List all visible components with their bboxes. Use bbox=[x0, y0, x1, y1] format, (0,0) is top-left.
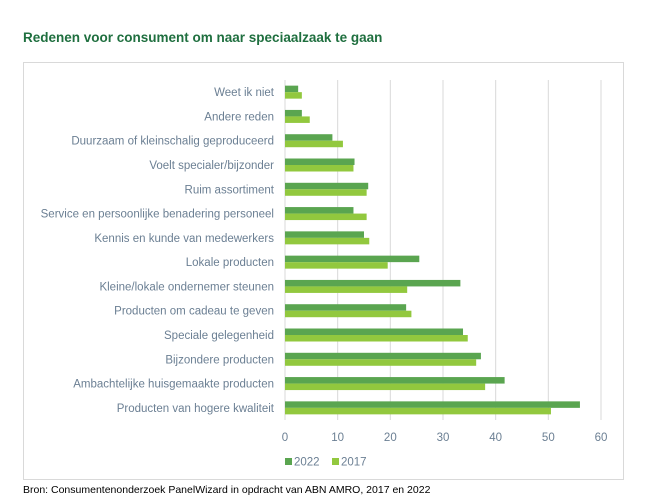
bar-2022 bbox=[285, 158, 355, 165]
bar-2017 bbox=[285, 237, 370, 245]
category-label: Kennis en kunde van medewerkers bbox=[94, 233, 274, 245]
legend: 2022 2017 bbox=[285, 457, 367, 469]
bar-2022 bbox=[285, 304, 407, 311]
category-labels: Weet ik niet Andere reden Duurzaam of klei… bbox=[41, 87, 275, 415]
legend-label-2022: 2022 bbox=[294, 457, 320, 469]
category-label: Ruim assortiment bbox=[185, 184, 275, 196]
bar-2022 bbox=[285, 109, 302, 117]
category-label: Service en persoonlijke benadering perso… bbox=[41, 209, 274, 221]
bar-2017 bbox=[285, 310, 412, 318]
category-label: Bijzondere producten bbox=[165, 354, 274, 366]
category-label: Lokale producten bbox=[186, 257, 274, 269]
bar-2017 bbox=[285, 140, 343, 148]
x-tick-label: 20 bbox=[384, 432, 397, 444]
bar-2022 bbox=[285, 352, 481, 360]
bar-2022 bbox=[285, 279, 461, 287]
bar-2017 bbox=[285, 262, 388, 269]
bar-2017 bbox=[285, 189, 367, 196]
bar-2017 bbox=[285, 383, 486, 391]
category-label: Producten om cadeau te geven bbox=[114, 306, 274, 318]
bar-2017 bbox=[285, 359, 477, 366]
bar-2022 bbox=[285, 207, 354, 214]
x-axis-ticks: 0 10 20 30 40 50 60 bbox=[282, 432, 608, 444]
bar-2022 bbox=[285, 401, 580, 408]
x-tick-label: 10 bbox=[331, 432, 344, 444]
legend-swatch-2017 bbox=[332, 458, 339, 465]
category-label: Ambachtelijke huisgemaakte producten bbox=[73, 379, 274, 391]
category-label: Producten van hogere kwaliteit bbox=[117, 403, 275, 415]
category-label: Speciale gelegenheid bbox=[164, 330, 274, 342]
category-label: Duurzaam of kleinschalig geproduceerd bbox=[71, 136, 274, 148]
source-note: Bron: Consumentenonderzoek PanelWizard i… bbox=[23, 484, 431, 496]
bar-2017 bbox=[285, 286, 408, 293]
bar-2022 bbox=[285, 328, 464, 335]
category-label: Andere reden bbox=[204, 111, 274, 123]
bar-2022 bbox=[285, 182, 369, 190]
category-label: Voelt specialer/bijzonder bbox=[149, 160, 274, 172]
x-tick-label: 0 bbox=[282, 432, 288, 444]
x-tick-label: 60 bbox=[595, 432, 608, 444]
category-label: Weet ik niet bbox=[214, 87, 275, 99]
x-tick-label: 30 bbox=[437, 432, 450, 444]
x-tick-label: 40 bbox=[489, 432, 502, 444]
bars bbox=[285, 85, 580, 415]
bar-2017 bbox=[285, 213, 367, 221]
bar-2022 bbox=[285, 85, 299, 93]
x-tick-label: 50 bbox=[542, 432, 555, 444]
chart-title: Redenen voor consument om naar speciaalz… bbox=[23, 30, 383, 45]
category-label: Kleine/lokale ondernemer steunen bbox=[99, 281, 274, 293]
bar-2022 bbox=[285, 134, 333, 141]
bar-2017 bbox=[285, 165, 354, 172]
grid-lines bbox=[284, 80, 602, 420]
bar-2017 bbox=[285, 116, 310, 123]
bar-2017 bbox=[285, 335, 468, 342]
bar-2017 bbox=[285, 92, 302, 99]
legend-swatch-2022 bbox=[285, 458, 292, 465]
bar-2017 bbox=[285, 407, 551, 415]
bar-2022 bbox=[285, 231, 364, 238]
legend-label-2017: 2017 bbox=[341, 457, 367, 469]
bar-2022 bbox=[285, 255, 420, 263]
bar-2022 bbox=[285, 377, 505, 384]
